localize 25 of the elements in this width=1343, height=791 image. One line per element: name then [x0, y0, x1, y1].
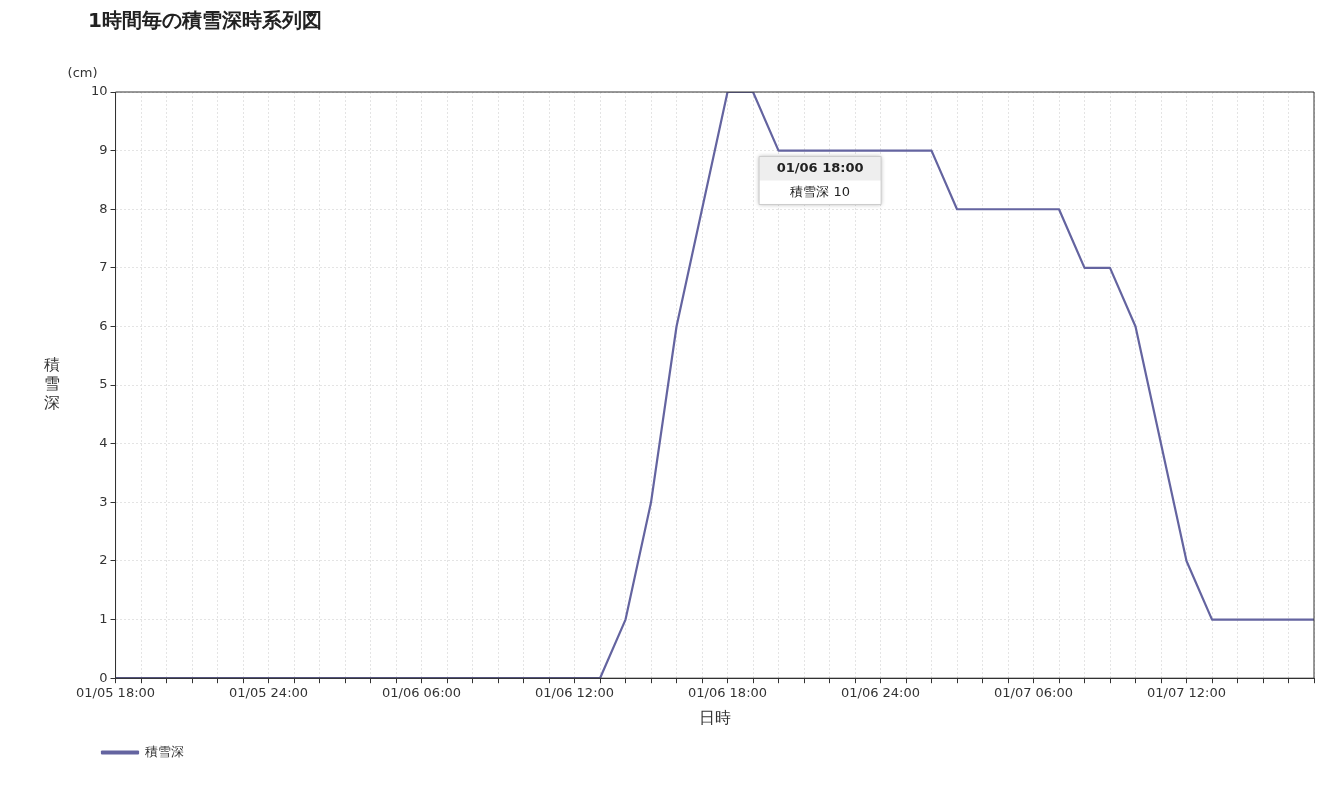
y-tick-label: 6 [99, 317, 108, 333]
x-tick-label: 01/07 06:00 [993, 685, 1074, 701]
x-tick-label: 01/06 12:00 [534, 685, 615, 701]
x-tick-label: 01/05 24:00 [229, 685, 309, 701]
y-tick-label: 3 [99, 493, 108, 509]
x-axis-title: 日時 [698, 707, 731, 727]
y-tick-label: 4 [99, 435, 108, 451]
y-tick-label: 9 [99, 141, 108, 157]
x-tick-label: 01/05 18:00 [76, 685, 156, 701]
x-tick-label: 01/06 24:00 [840, 685, 921, 701]
y-axis-title: 積雪深 [44, 355, 60, 413]
y-tick-label: 7 [99, 259, 108, 275]
x-tick-label: 01/07 12:00 [1146, 685, 1227, 701]
y-tick-label: 8 [99, 200, 108, 216]
chart-title: 1時間毎の積雪深時系列図 [88, 8, 322, 33]
x-tick-label: 01/06 06:00 [382, 685, 462, 701]
text: (cm) [67, 64, 98, 80]
annotation: 01/06 18:00 積雪深 10 [776, 159, 864, 199]
y-tick-label: 5 [99, 376, 108, 392]
y-tick-label: 1 [99, 610, 108, 626]
y-tick-label: 2 [99, 552, 108, 568]
legend-label: 積雪深 [144, 743, 184, 759]
x-tick-label: 01/06 18:00 [687, 685, 768, 701]
y-tick-label: 10 [91, 83, 108, 99]
y-tick-label: 0 [99, 669, 108, 685]
